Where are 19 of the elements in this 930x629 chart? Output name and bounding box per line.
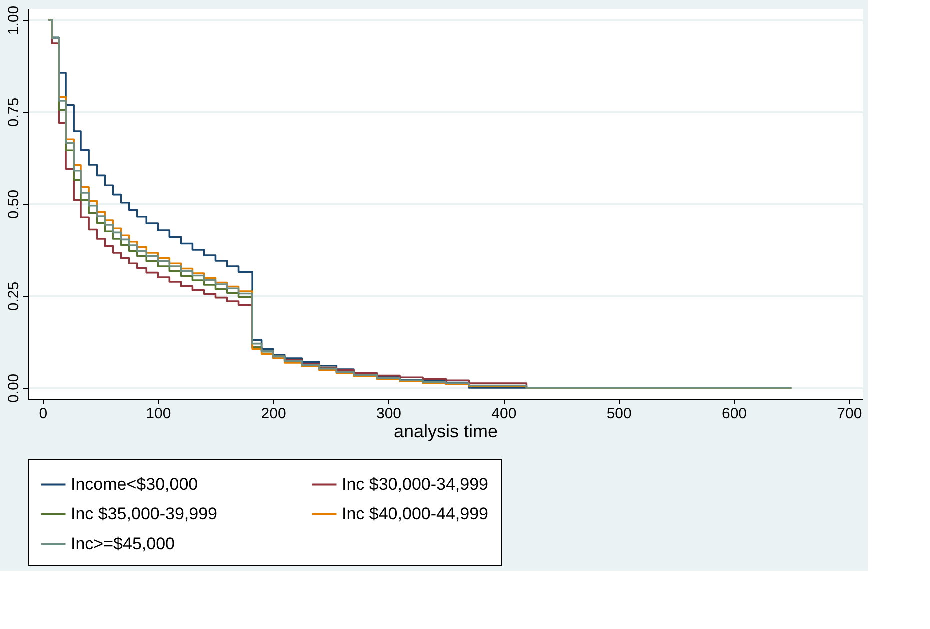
x-tick-label: 300: [376, 406, 402, 422]
x-tick-label: 100: [146, 406, 172, 422]
x-axis-title: analysis time: [394, 422, 498, 442]
x-tick-label: 0: [39, 406, 48, 422]
legend-label: Inc $35,000-39,999: [71, 504, 218, 524]
legend-label: Inc $30,000-34,999: [342, 474, 489, 494]
x-tick-label: 500: [606, 406, 632, 422]
legend-label: Inc>=$45,000: [71, 534, 175, 554]
x-tick-label: 400: [492, 406, 517, 422]
legend-label: Inc $40,000-44,999: [342, 504, 489, 524]
y-tick-label: 0.50: [6, 190, 22, 220]
legend-label: Income<$30,000: [71, 474, 198, 494]
y-tick-label: 0.00: [6, 374, 22, 404]
y-tick-label: 1.00: [6, 6, 22, 36]
y-tick-label: 0.75: [6, 98, 22, 128]
x-tick-label: 200: [261, 406, 286, 422]
y-tick-label: 0.25: [6, 282, 22, 312]
x-tick-label: 600: [722, 406, 748, 422]
x-tick-label: 700: [837, 406, 862, 422]
